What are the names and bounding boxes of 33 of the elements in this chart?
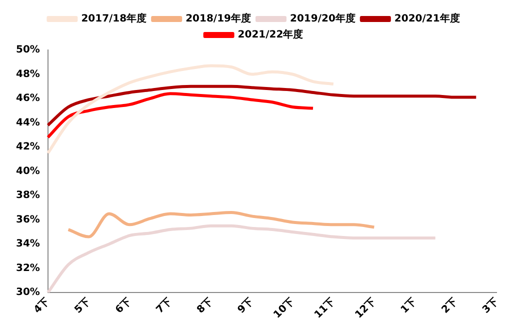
x-tick-label: 4下 <box>32 296 52 316</box>
line-series <box>66 211 376 238</box>
x-tick-label: 10下 <box>272 296 297 321</box>
y-tick-label: 34% <box>16 238 40 250</box>
legend-label: 2018/19年度 <box>186 12 252 25</box>
x-tick-label: 3下 <box>480 296 500 316</box>
y-tick-label: 48% <box>16 68 40 80</box>
x-tick-label: 7下 <box>154 296 174 316</box>
x-tick-label: 2下 <box>440 296 460 316</box>
x-tick-label: 6下 <box>114 296 134 316</box>
line-series <box>46 224 437 293</box>
x-tick-label: 1下 <box>399 296 419 316</box>
x-tick-label: 9下 <box>236 296 256 316</box>
y-tick-label: 44% <box>16 117 40 128</box>
y-tick-label: 32% <box>16 262 40 274</box>
line-series <box>46 84 478 127</box>
x-tick-label: 11下 <box>312 296 338 321</box>
y-tick-label: 40% <box>16 166 40 177</box>
x-tick-label: 12下 <box>353 296 378 321</box>
y-tick-label: 42% <box>16 142 40 153</box>
line-series <box>46 64 335 155</box>
legend-label: 2021/22年度 <box>238 28 304 41</box>
line-series <box>46 92 315 139</box>
x-tick-label: 8下 <box>195 296 216 316</box>
y-tick-label: 38% <box>16 190 40 202</box>
y-tick-label: 36% <box>16 214 40 226</box>
legend-label: 2017/18年度 <box>81 12 147 25</box>
y-tick-label: 30% <box>16 287 40 298</box>
legend-label: 2020/21年度 <box>394 12 460 25</box>
x-tick-label: 5下 <box>72 296 93 316</box>
y-tick-label: 46% <box>16 93 40 104</box>
y-tick-label: 50% <box>16 44 40 56</box>
legend-label: 2019/20年度 <box>290 12 356 25</box>
